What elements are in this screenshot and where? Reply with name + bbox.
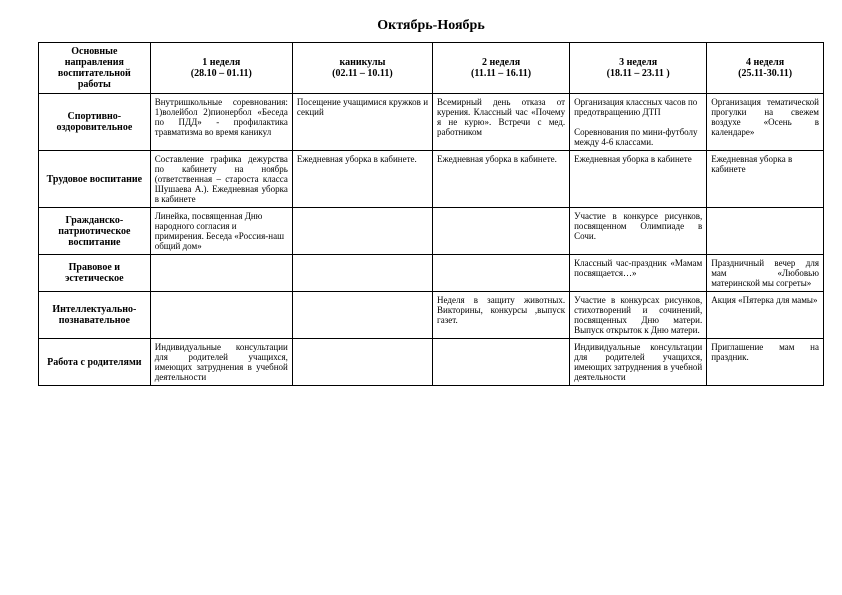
cell-law-w4: Праздничный вечер для мам «Любовью матер… bbox=[707, 255, 824, 292]
cell-parents-w1: Индивидуальные консультации для родителе… bbox=[150, 339, 292, 386]
header-directions-text: Основные направления воспитательной рабо… bbox=[58, 46, 131, 90]
cell-civic-w4 bbox=[707, 208, 824, 255]
header-week3-title: 3 неделя bbox=[619, 57, 657, 68]
header-directions: Основные направления воспитательной рабо… bbox=[39, 43, 151, 94]
cell-labor-w4: Ежедневная уборка в кабинете bbox=[707, 151, 824, 208]
cell-parents-holidays bbox=[292, 339, 432, 386]
table-row: Гражданско-патриотическое воспитание Лин… bbox=[39, 208, 824, 255]
cell-intellect-w2: Неделя в защиту животных. Викторины, кон… bbox=[433, 292, 570, 339]
table-row: Правовое и эстетическое Классный час-пра… bbox=[39, 255, 824, 292]
header-week4-dates: (25.11-30.11) bbox=[738, 68, 792, 79]
row-civic-label: Гражданско-патриотическое воспитание bbox=[39, 208, 151, 255]
cell-intellect-w3: Участие в конкурсах рисунков, стихотворе… bbox=[570, 292, 707, 339]
cell-sport-w2: Всемирный день отказа от курения. Классн… bbox=[433, 94, 570, 151]
header-week2-title: 2 неделя bbox=[482, 57, 520, 68]
header-week4-title: 4 неделя bbox=[746, 57, 784, 68]
cell-parents-w3: Индивидуальные консультации для родителе… bbox=[570, 339, 707, 386]
header-week2-dates: (11.11 – 16.11) bbox=[471, 68, 531, 79]
row-labor-label: Трудовое воспитание bbox=[39, 151, 151, 208]
page-title: Октябрь-Ноябрь bbox=[38, 18, 824, 34]
cell-civic-w1: Линейка, посвященная Дню народного согла… bbox=[150, 208, 292, 255]
row-law-label: Правовое и эстетическое bbox=[39, 255, 151, 292]
cell-intellect-holidays bbox=[292, 292, 432, 339]
page: Октябрь-Ноябрь Основные направления восп… bbox=[0, 0, 842, 386]
cell-law-w1 bbox=[150, 255, 292, 292]
header-week1-title: 1 неделя bbox=[202, 57, 240, 68]
header-holidays: каникулы (02.11 – 10.11) bbox=[292, 43, 432, 94]
cell-law-w3: Классный час-праздник «Мамам посвящается… bbox=[570, 255, 707, 292]
table-row: Интеллектуально-познавательное Неделя в … bbox=[39, 292, 824, 339]
cell-parents-w4: Приглашение мам на праздник. bbox=[707, 339, 824, 386]
table-row: Трудовое воспитание Составление графика … bbox=[39, 151, 824, 208]
cell-civic-holidays bbox=[292, 208, 432, 255]
schedule-table: Основные направления воспитательной рабо… bbox=[38, 42, 824, 386]
header-holidays-dates: (02.11 – 10.11) bbox=[332, 68, 393, 79]
cell-intellect-w1 bbox=[150, 292, 292, 339]
cell-labor-w2: Ежедневная уборка в кабинете. bbox=[433, 151, 570, 208]
row-intellect-label: Интеллектуально-познавательное bbox=[39, 292, 151, 339]
row-sport-label: Спортивно-оздоровительное bbox=[39, 94, 151, 151]
cell-labor-holidays: Ежедневная уборка в кабинете. bbox=[292, 151, 432, 208]
cell-law-holidays bbox=[292, 255, 432, 292]
row-parents-label: Работа с родителями bbox=[39, 339, 151, 386]
cell-civic-w3: Участие в конкурсе рисунков, посвященном… bbox=[570, 208, 707, 255]
cell-sport-holidays: Посещение учащимися кружков и секций bbox=[292, 94, 432, 151]
table-header-row: Основные направления воспитательной рабо… bbox=[39, 43, 824, 94]
header-week3: 3 неделя (18.11 – 23.11 ) bbox=[570, 43, 707, 94]
cell-civic-w2 bbox=[433, 208, 570, 255]
table-row: Спортивно-оздоровительное Внутришкольные… bbox=[39, 94, 824, 151]
cell-sport-w1: Внутришкольные соревнования: 1)волейбол … bbox=[150, 94, 292, 151]
cell-intellect-w4: Акция «Пятерка для мамы» bbox=[707, 292, 824, 339]
cell-labor-w1: Составление графика дежурства по кабинет… bbox=[150, 151, 292, 208]
cell-sport-w3: Организация классных часов по предотвращ… bbox=[570, 94, 707, 151]
header-week4: 4 неделя (25.11-30.11) bbox=[707, 43, 824, 94]
cell-parents-w2 bbox=[433, 339, 570, 386]
header-week2: 2 неделя (11.11 – 16.11) bbox=[433, 43, 570, 94]
cell-law-w2 bbox=[433, 255, 570, 292]
header-week1-dates: (28.10 – 01.11) bbox=[191, 68, 252, 79]
cell-labor-w3: Ежедневная уборка в кабинете bbox=[570, 151, 707, 208]
header-week3-dates: (18.11 – 23.11 ) bbox=[607, 68, 670, 79]
header-week1: 1 неделя (28.10 – 01.11) bbox=[150, 43, 292, 94]
header-holidays-title: каникулы bbox=[339, 57, 385, 68]
cell-sport-w4: Организация тематической прогулки на све… bbox=[707, 94, 824, 151]
table-row: Работа с родителями Индивидуальные консу… bbox=[39, 339, 824, 386]
